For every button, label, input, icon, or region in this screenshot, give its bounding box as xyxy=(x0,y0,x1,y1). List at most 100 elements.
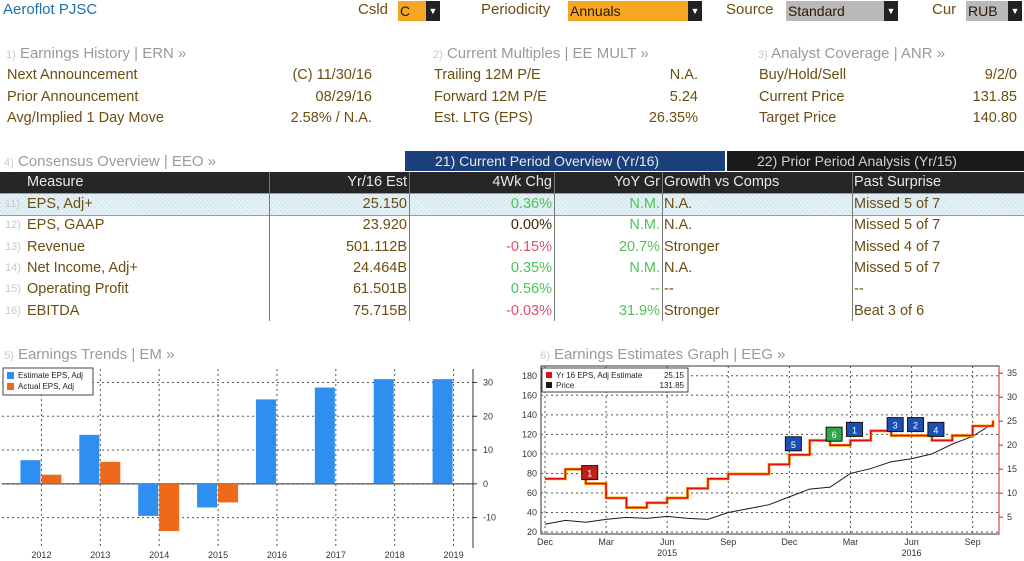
col-measure[interactable]: Measure xyxy=(27,174,84,190)
source-value[interactable]: Standard xyxy=(786,1,884,21)
x-tick-label: Jun xyxy=(904,537,919,547)
column-divider xyxy=(662,172,663,321)
tab-current-period[interactable]: 21) Current Period Overview (Yr/16) xyxy=(405,151,725,171)
periodicity-label: Periodicity xyxy=(481,1,551,18)
change-cell: 0.36% xyxy=(510,196,552,212)
row-number: 12) xyxy=(5,219,21,232)
x-tick-label: Mar xyxy=(843,537,859,547)
estimate-bar xyxy=(138,483,159,516)
actual-bar xyxy=(159,483,180,532)
x-tick-label: 2019 xyxy=(444,550,464,560)
analyst-badge: 4 xyxy=(927,421,945,437)
buy-hold-sell-value: 9/2/0 xyxy=(984,67,1017,83)
estimate-bar xyxy=(373,379,394,484)
table-row[interactable]: 12) EPS, GAAP 23.920 0.00% N.M. N.A. Missed 5 … xyxy=(0,215,1024,236)
past-surprise-cell: Missed 5 of 7 xyxy=(854,259,941,276)
current-multiples-title[interactable]: 2) Current Multiples | EE MULT » xyxy=(433,45,649,62)
past-surprise-cell: Beat 3 of 6 xyxy=(854,302,925,319)
target-price-value: 140.80 xyxy=(972,110,1017,126)
cur-value[interactable]: RUB xyxy=(966,1,1008,21)
change-cell: -0.03% xyxy=(506,302,552,319)
col-growth-comps[interactable]: Growth vs Comps xyxy=(664,174,780,190)
estimate-cell: 501.112B xyxy=(345,238,407,255)
avg-move-label: Avg/Implied 1 Day Move xyxy=(7,110,164,126)
past-surprise-cell: Missed 4 of 7 xyxy=(854,238,941,255)
table-row[interactable]: 11) EPS, Adj+ 25.150 0.36% N.M. N.A. Missed 5 … xyxy=(0,192,1024,217)
chevron-down-icon[interactable]: ▼ xyxy=(688,1,702,21)
section-number: 1) xyxy=(6,49,16,61)
security-name: Aeroflot PJSC xyxy=(3,1,98,18)
prior-announcement-value: 08/29/16 xyxy=(315,89,372,105)
y-left-tick-label: 100 xyxy=(522,449,537,459)
section-title: Earnings Trends | EM » xyxy=(17,346,175,363)
tab-prior-period[interactable]: 22) Prior Period Analysis (Yr/15) xyxy=(727,151,1024,171)
row-number: 11) xyxy=(5,198,21,210)
col-past-surprise[interactable]: Past Surprise xyxy=(854,174,942,190)
buy-hold-sell-label: Buy/Hold/Sell xyxy=(759,67,847,83)
analyst-badge: 2 xyxy=(907,417,925,433)
current-price-value: 131.85 xyxy=(972,89,1017,105)
y-left-tick-label: 60 xyxy=(527,488,537,498)
y-left-tick-label: 20 xyxy=(527,527,537,537)
earnings-graph-title[interactable]: 6) Earnings Estimates Graph | EEG » xyxy=(540,346,785,363)
col-estimate[interactable]: Yr/16 Est xyxy=(347,174,407,190)
badge-label: 6 xyxy=(832,430,837,440)
analyst-coverage-title[interactable]: 3) Analyst Coverage | ANR » xyxy=(758,45,945,62)
past-surprise-cell: Missed 5 of 7 xyxy=(854,217,941,234)
x-tick-label: Sep xyxy=(965,537,981,547)
eps-estimate-line xyxy=(545,420,994,509)
periodicity-value[interactable]: Annuals xyxy=(568,1,688,21)
col-yoy[interactable]: YoY Gr xyxy=(614,174,660,190)
earnings-trends-chart[interactable]: 30 20 10 0 -10 2012 2013 2014 2015 2016 2017 2018 20… xyxy=(0,365,505,561)
chevron-down-icon[interactable]: ▼ xyxy=(426,1,440,21)
row-number: 13) xyxy=(5,240,21,253)
chevron-down-icon[interactable]: ▼ xyxy=(884,1,898,21)
estimate-bar xyxy=(255,399,276,484)
x-tick-label: Dec xyxy=(537,537,554,547)
actual-bar xyxy=(100,461,121,484)
table-row[interactable]: 15) Operating Profit 61.501B 0.56% -- -- -- xyxy=(0,279,1024,300)
csld-value[interactable]: C xyxy=(398,1,426,21)
y-tick-label: 10 xyxy=(483,445,493,455)
y-left-tick-label: 140 xyxy=(522,410,537,420)
ltg-value: 26.35% xyxy=(648,110,698,126)
target-price-label: Target Price xyxy=(759,110,837,126)
y-left-tick-label: 180 xyxy=(522,371,537,381)
legend-label: Yr 16 EPS, Adj Estimate xyxy=(556,371,643,380)
yoy-cell: 20.7% xyxy=(618,238,660,255)
chevron-down-icon[interactable]: ▼ xyxy=(1008,1,1022,21)
section-number: 3) xyxy=(758,49,768,61)
section-title: Consensus Overview | EEO » xyxy=(17,153,217,170)
badge-label: 2 xyxy=(913,421,918,431)
legend-swatch xyxy=(7,383,14,390)
table-row[interactable]: 14) Net Income, Adj+ 24.464B 0.35% N.M. N.A. M… xyxy=(0,258,1024,279)
badge-box xyxy=(845,421,863,437)
badge-box xyxy=(581,465,599,481)
source-label: Source xyxy=(726,1,774,18)
x-tick-label: Jun xyxy=(660,537,675,547)
x-tick-label: 2013 xyxy=(90,550,110,560)
past-surprise-cell: Missed 5 of 7 xyxy=(854,196,941,212)
estimate-cell: 24.464B xyxy=(352,259,407,276)
measure-cell: EBITDA xyxy=(27,302,80,319)
y-right-tick-label: 20 xyxy=(1007,440,1017,450)
prior-announcement-label: Prior Announcement xyxy=(7,89,139,105)
chart-legend: Estimate EPS, Adj Actual EPS, Adj xyxy=(2,367,94,396)
growth-comps-cell: N.A. xyxy=(664,217,693,234)
column-divider xyxy=(554,172,555,321)
table-row[interactable]: 16) EBITDA 75.715B -0.03% 31.9% Stronger Beat … xyxy=(0,301,1024,322)
current-price-label: Current Price xyxy=(759,89,845,105)
consensus-title[interactable]: 4) Consensus Overview | EEO » xyxy=(4,153,216,170)
yoy-cell: N.M. xyxy=(629,259,660,276)
change-cell: 0.00% xyxy=(510,217,552,234)
x-tick-label: Sep xyxy=(720,537,736,547)
earnings-trends-title[interactable]: 5) Earnings Trends | EM » xyxy=(4,346,174,363)
earnings-history-title[interactable]: 1) Earnings History | ERN » xyxy=(6,45,186,62)
badge-box xyxy=(927,421,945,437)
chart-legend: Yr 16 EPS, Adj Estimate 25.15 Price 131.85 xyxy=(541,367,689,393)
growth-comps-cell: Stronger xyxy=(664,238,720,255)
analyst-badge: 6 xyxy=(825,426,843,442)
table-row[interactable]: 13) Revenue 501.112B -0.15% 20.7% Stronger Mis… xyxy=(0,237,1024,258)
col-4wk-chg[interactable]: 4Wk Chg xyxy=(492,174,552,190)
